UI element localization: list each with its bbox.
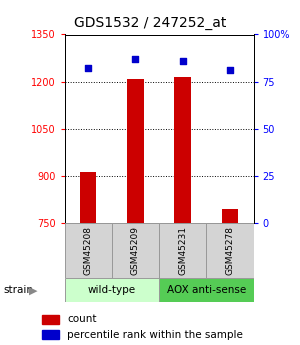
Point bbox=[227, 68, 232, 73]
Bar bbox=[127, 79, 144, 223]
Bar bbox=[174, 77, 191, 223]
FancyBboxPatch shape bbox=[64, 223, 112, 278]
Text: GSM45208: GSM45208 bbox=[84, 226, 93, 275]
FancyBboxPatch shape bbox=[112, 223, 159, 278]
Bar bbox=[222, 209, 238, 223]
FancyBboxPatch shape bbox=[206, 223, 254, 278]
Text: ▶: ▶ bbox=[29, 286, 38, 295]
FancyBboxPatch shape bbox=[64, 278, 159, 302]
Text: strain: strain bbox=[3, 286, 33, 295]
Text: GDS1532 / 247252_at: GDS1532 / 247252_at bbox=[74, 16, 226, 30]
Bar bbox=[41, 331, 59, 339]
Text: wild-type: wild-type bbox=[88, 285, 136, 295]
Point bbox=[133, 56, 138, 62]
Text: GSM45209: GSM45209 bbox=[131, 226, 140, 275]
Text: AOX anti-sense: AOX anti-sense bbox=[167, 285, 246, 295]
Text: percentile rank within the sample: percentile rank within the sample bbox=[67, 330, 243, 340]
FancyBboxPatch shape bbox=[159, 278, 254, 302]
Text: count: count bbox=[67, 314, 97, 324]
Text: GSM45231: GSM45231 bbox=[178, 226, 187, 275]
Point bbox=[180, 58, 185, 63]
Text: GSM45278: GSM45278 bbox=[225, 226, 234, 275]
Point bbox=[86, 66, 91, 71]
Bar bbox=[41, 315, 59, 324]
FancyBboxPatch shape bbox=[159, 223, 206, 278]
Bar bbox=[80, 172, 96, 223]
